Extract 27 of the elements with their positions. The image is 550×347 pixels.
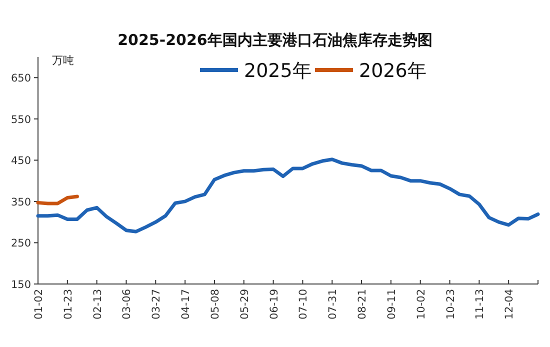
legend-label: 2025年 [244,60,312,82]
y-tick-label: 150 [10,279,31,291]
x-tick-label: 03-06 [121,288,134,320]
x-tick-label: 03-27 [150,289,163,320]
y-tick-label: 250 [10,238,31,250]
x-tick-label: 01-02 [33,289,45,320]
x-tick-label: 05-08 [209,289,222,320]
x-tick-label: 07-10 [298,289,310,320]
x-tick-label: 09-11 [386,289,398,320]
y-tick-label: 650 [10,72,31,85]
y-tick-label: 550 [10,114,31,126]
x-tick-label: 11-13 [474,289,486,320]
y-tick-label: 350 [10,196,31,208]
y-tick-label: 450 [10,155,31,168]
legend-label: 2026年 [359,60,426,82]
chart-title: 2025-2026年国内主要港口石油焦库存走势图 [118,31,432,49]
x-tick-label: 10-23 [444,289,457,320]
x-tick-label: 04-17 [180,289,192,320]
x-tick-label: 08-21 [356,289,369,320]
y-axis-title: 万吨 [52,54,74,67]
x-tick-label: 01-23 [62,289,74,320]
x-tick-label: 05-29 [238,289,251,320]
x-tick-label: 02-13 [92,289,104,320]
x-tick-label: 06-19 [268,289,280,320]
x-tick-label: 07-31 [327,289,340,320]
x-tick-label: 12-04 [504,288,516,320]
x-tick-label: 10-02 [415,289,428,320]
